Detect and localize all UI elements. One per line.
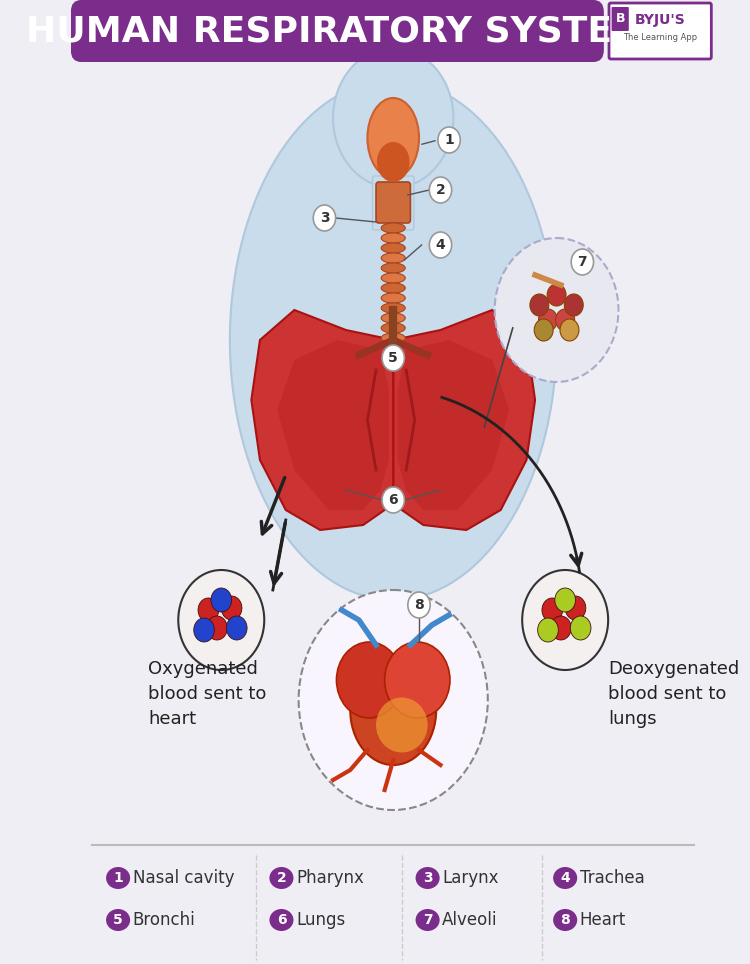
Ellipse shape [381,223,405,233]
Ellipse shape [350,655,436,765]
Ellipse shape [381,263,405,273]
Circle shape [534,319,554,341]
Circle shape [221,596,242,620]
Circle shape [429,177,451,203]
Text: 4: 4 [560,871,570,885]
Ellipse shape [376,698,427,753]
Circle shape [572,249,593,275]
Text: 5: 5 [113,913,123,927]
FancyBboxPatch shape [376,182,410,223]
Text: Heart: Heart [580,911,626,929]
Text: 2: 2 [436,183,445,197]
Text: The Learning App: The Learning App [623,34,698,42]
Polygon shape [393,310,535,530]
Text: 3: 3 [320,211,329,225]
Circle shape [333,48,454,188]
Ellipse shape [554,909,578,931]
Circle shape [337,642,402,718]
Circle shape [408,592,430,618]
Text: BYJU'S: BYJU'S [635,13,686,27]
Ellipse shape [416,867,440,889]
Ellipse shape [368,98,419,178]
Ellipse shape [381,303,405,313]
Ellipse shape [381,313,405,323]
Circle shape [495,238,619,382]
Text: Alveoli: Alveoli [442,911,498,929]
Ellipse shape [269,867,293,889]
Text: Trachea: Trachea [580,869,644,887]
Circle shape [178,570,264,670]
Ellipse shape [106,909,130,931]
Text: 3: 3 [423,871,433,885]
Polygon shape [398,340,509,510]
Circle shape [429,232,451,258]
Ellipse shape [106,867,130,889]
Circle shape [385,642,450,718]
Text: 1: 1 [444,133,454,147]
Text: Pharynx: Pharynx [296,869,364,887]
Text: B: B [616,13,625,25]
Text: 4: 4 [436,238,445,252]
Circle shape [538,618,558,642]
Text: Bronchi: Bronchi [133,911,196,929]
Circle shape [298,590,488,810]
FancyBboxPatch shape [373,176,414,230]
Text: 2: 2 [277,871,286,885]
Circle shape [522,570,608,670]
Ellipse shape [554,867,578,889]
Circle shape [555,588,575,612]
Circle shape [570,616,591,640]
Ellipse shape [381,233,405,243]
Ellipse shape [381,243,405,253]
Circle shape [542,598,562,622]
Circle shape [566,596,586,620]
FancyBboxPatch shape [609,3,711,59]
Ellipse shape [269,909,293,931]
Text: Oxygenated
blood sent to
heart: Oxygenated blood sent to heart [148,660,266,728]
Ellipse shape [377,142,410,182]
Circle shape [211,588,232,612]
Text: 8: 8 [560,913,570,927]
Circle shape [438,127,460,153]
Text: 6: 6 [277,913,286,927]
Ellipse shape [381,333,405,343]
FancyBboxPatch shape [611,7,628,31]
Circle shape [314,205,335,231]
Circle shape [194,618,214,642]
Polygon shape [278,340,389,510]
Text: 6: 6 [388,493,398,507]
Polygon shape [251,310,393,530]
Ellipse shape [381,293,405,303]
Ellipse shape [416,909,440,931]
Circle shape [538,309,557,331]
Circle shape [547,284,566,306]
Circle shape [530,294,549,316]
Ellipse shape [381,273,405,283]
Ellipse shape [381,253,405,263]
Text: 1: 1 [113,871,123,885]
Circle shape [556,309,574,331]
Text: 8: 8 [414,598,424,612]
Text: 7: 7 [423,913,433,927]
Circle shape [207,616,227,640]
Circle shape [382,487,404,513]
Ellipse shape [381,283,405,293]
Circle shape [198,598,219,622]
Text: Deoxygenated
blood sent to
lungs: Deoxygenated blood sent to lungs [608,660,740,728]
FancyBboxPatch shape [70,0,604,62]
Text: 7: 7 [578,255,587,269]
Text: Nasal cavity: Nasal cavity [133,869,234,887]
Circle shape [564,294,584,316]
Circle shape [560,319,579,341]
Text: Larynx: Larynx [442,869,499,887]
Circle shape [550,616,572,640]
Circle shape [226,616,247,640]
Text: Lungs: Lungs [296,911,345,929]
Ellipse shape [230,80,556,600]
Ellipse shape [381,323,405,333]
Text: 5: 5 [388,351,398,365]
Circle shape [382,345,404,371]
Text: HUMAN RESPIRATORY SYSTEM: HUMAN RESPIRATORY SYSTEM [26,15,649,49]
